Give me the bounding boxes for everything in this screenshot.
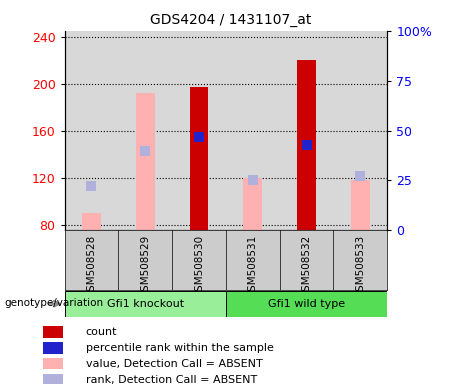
Bar — [43, 342, 63, 354]
Text: Gfi1 wild type: Gfi1 wild type — [268, 299, 345, 309]
Bar — [297, 60, 316, 230]
Text: GDS4204 / 1431107_at: GDS4204 / 1431107_at — [150, 13, 311, 27]
Text: GSM508530: GSM508530 — [194, 235, 204, 298]
Text: value, Detection Call = ABSENT: value, Detection Call = ABSENT — [86, 359, 262, 369]
Text: GSM508528: GSM508528 — [86, 235, 96, 298]
Bar — [351, 180, 370, 230]
Point — [88, 184, 95, 190]
Text: percentile rank within the sample: percentile rank within the sample — [86, 343, 273, 353]
Bar — [65, 291, 226, 317]
Text: GSM508533: GSM508533 — [355, 235, 366, 298]
Point — [303, 141, 310, 147]
Point — [357, 174, 364, 180]
Text: genotype/variation: genotype/variation — [5, 298, 104, 308]
Bar — [43, 374, 63, 384]
Point — [142, 147, 149, 154]
Point — [249, 177, 256, 184]
Bar — [43, 326, 63, 338]
Bar — [82, 213, 101, 230]
Text: Gfi1 knockout: Gfi1 knockout — [106, 299, 184, 309]
Text: GSM508529: GSM508529 — [140, 235, 150, 298]
Bar — [136, 93, 154, 230]
Text: count: count — [86, 327, 117, 337]
Bar — [226, 291, 387, 317]
Bar — [243, 177, 262, 230]
Text: GSM508532: GSM508532 — [301, 235, 312, 298]
Text: GSM508531: GSM508531 — [248, 235, 258, 298]
Text: rank, Detection Call = ABSENT: rank, Detection Call = ABSENT — [86, 374, 257, 384]
Bar — [43, 358, 63, 369]
Point — [195, 134, 203, 140]
Bar — [189, 87, 208, 230]
